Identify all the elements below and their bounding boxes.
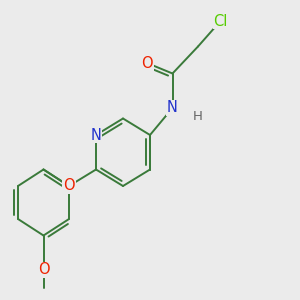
Text: N: N: [167, 100, 178, 116]
Text: N: N: [91, 128, 101, 142]
Text: O: O: [38, 262, 49, 278]
Text: O: O: [141, 56, 153, 70]
Text: Cl: Cl: [213, 14, 228, 28]
Text: O: O: [63, 178, 75, 194]
Text: H: H: [193, 110, 203, 124]
